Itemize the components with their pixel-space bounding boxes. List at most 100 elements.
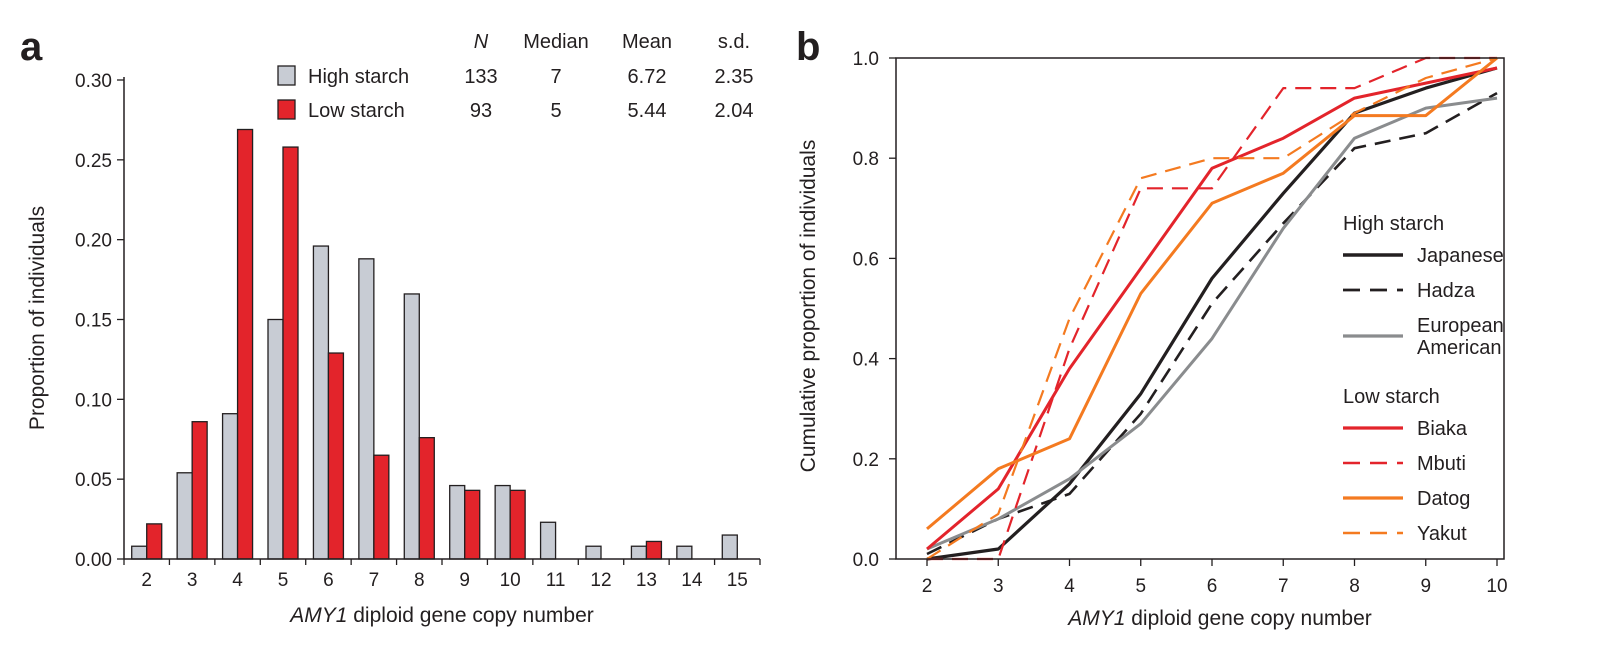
panel-b-x-label-gene: AMY1	[1066, 607, 1125, 630]
bar-low-starch-10	[509, 489, 526, 560]
table-cell: 5.44	[628, 100, 667, 122]
bar-high-starch-11	[539, 521, 557, 560]
panel-b-lines	[926, 56, 1498, 561]
y-tick-label: 0.25	[75, 151, 112, 172]
bar-high-starch-9	[449, 484, 466, 560]
legend-label-hadza: Hadza	[1417, 280, 1476, 302]
table-cell: 133	[464, 66, 497, 88]
bar-low-starch-2	[146, 523, 163, 560]
bar-high-starch-15	[721, 534, 738, 560]
y-tick-label: 0.0	[853, 550, 879, 571]
x-tick-label: 10	[500, 570, 521, 591]
x-tick-label: 5	[1135, 576, 1146, 597]
panel-a-x-label: AMY1 diploid gene copy number	[288, 604, 594, 627]
bar-high-starch-10	[494, 484, 511, 560]
x-tick-label: 5	[278, 570, 289, 591]
y-tick-label: 0.4	[853, 350, 880, 371]
panel-a-x-ticks: 2 3 4 5 6 7 8 9 10 11 12 13 14 15	[123, 559, 761, 591]
bar-high-starch-5	[267, 318, 284, 560]
legend-label-european-american: European	[1417, 315, 1504, 337]
table-cell: 7	[550, 66, 561, 88]
x-tick-label: 7	[369, 570, 380, 591]
x-tick-label: 15	[727, 570, 748, 591]
panel-b-plot-frame	[895, 57, 1505, 560]
y-tick-label: 0.15	[75, 311, 112, 332]
line-mbuti	[927, 56, 1497, 561]
panel-b-y-ticks: 0.0 0.2 0.4 0.6 0.8 1.0	[853, 49, 896, 571]
bar-low-starch-6	[327, 352, 345, 560]
table-cell: 2.35	[715, 66, 754, 88]
x-tick-label: 9	[459, 570, 470, 591]
table-cell: 2.04	[715, 100, 754, 122]
panel-b: b 2 3 4 5 6 7 8 9 10 0.0 0.2 0.4 0.6 0.8 1.0 Cumulati…	[796, 25, 1508, 630]
legend-swatch-low-starch	[277, 99, 296, 120]
line-japanese	[926, 66, 1498, 561]
bar-high-starch-7	[358, 258, 375, 560]
y-tick-label: 0.05	[75, 470, 112, 491]
bar-high-starch-13	[630, 545, 648, 560]
legend-group-title-low-starch: Low starch	[1343, 386, 1440, 408]
panel-b-label: b	[796, 25, 820, 69]
y-tick-label: 0.6	[853, 249, 879, 270]
legend-label-high-starch: High starch	[308, 66, 409, 88]
legend-label-japanese: Japanese	[1417, 245, 1504, 267]
panel-b-x-label: AMY1 diploid gene copy number	[1066, 607, 1372, 630]
bar-high-starch-2	[131, 545, 148, 560]
panel-a-label: a	[20, 25, 43, 69]
y-tick-label: 0.8	[853, 149, 879, 170]
x-tick-label: 3	[187, 570, 198, 591]
line-biaka	[926, 66, 1498, 551]
legend-label-biaka: Biaka	[1417, 418, 1468, 440]
panel-a-bars	[131, 128, 738, 560]
x-tick-label: 8	[1349, 576, 1360, 597]
table-header-sd: s.d.	[718, 31, 750, 53]
x-tick-label: 6	[323, 570, 334, 591]
x-tick-label: 7	[1278, 576, 1289, 597]
x-tick-label: 6	[1207, 576, 1218, 597]
bar-high-starch-14	[676, 545, 693, 560]
panel-b-legend: High starch Japanese Hadza EuropeanAmerican…	[1343, 213, 1504, 545]
x-tick-label: 2	[141, 570, 152, 591]
x-tick-label: 8	[414, 570, 425, 591]
panel-b-y-label: Cumulative proportion of individuals	[797, 140, 820, 473]
y-tick-label: 0.20	[75, 231, 112, 252]
bar-low-starch-7	[373, 454, 390, 560]
x-tick-label: 4	[232, 570, 243, 591]
table-header-n: N	[474, 31, 489, 53]
x-tick-label: 11	[546, 570, 566, 591]
legend-label-low-starch: Low starch	[308, 100, 405, 122]
bar-low-starch-5	[282, 146, 299, 560]
panel-a-y-ticks: 0.00 0.05 0.10 0.15 0.20 0.25 0.30	[75, 71, 124, 571]
line-yakut	[926, 56, 1498, 560]
panel-b-x-label-rest: diploid gene copy number	[1125, 607, 1371, 630]
bar-high-starch-8	[403, 293, 420, 560]
bar-low-starch-8	[418, 437, 435, 560]
x-tick-label: 12	[590, 570, 611, 591]
y-tick-label: 0.30	[75, 71, 112, 92]
line-datog	[926, 56, 1498, 531]
legend-label-mbuti: Mbuti	[1417, 453, 1466, 475]
x-tick-label: 13	[636, 570, 657, 591]
line-hadza	[926, 91, 1498, 556]
x-tick-label: 14	[681, 570, 703, 591]
bar-high-starch-12	[585, 545, 602, 560]
table-cell: 6.72	[628, 66, 667, 88]
x-tick-label: 2	[922, 576, 933, 597]
x-tick-label: 3	[993, 576, 1004, 597]
panel-a-stats-table: N Median Mean s.d. High starch 133 7 6.7…	[277, 31, 754, 122]
y-tick-label: 0.10	[75, 390, 112, 411]
y-tick-label: 1.0	[853, 49, 879, 70]
legend-label-european-american: American	[1417, 337, 1501, 359]
x-tick-label: 10	[1486, 576, 1507, 597]
table-cell: 93	[470, 100, 492, 122]
bar-high-starch-4	[221, 413, 239, 560]
table-cell: 5	[550, 100, 561, 122]
panel-a: a 0.00 0.05 0.10 0.15 0.20 0.25 0.30 2 3 4 5 6 7 8 9 1…	[20, 25, 761, 627]
bar-low-starch-4	[236, 128, 254, 560]
bar-high-starch-3	[176, 472, 193, 560]
bar-low-starch-3	[191, 421, 208, 560]
bar-high-starch-6	[312, 245, 330, 560]
x-tick-label: 9	[1420, 576, 1431, 597]
legend-group-title-high-starch: High starch	[1343, 213, 1444, 235]
